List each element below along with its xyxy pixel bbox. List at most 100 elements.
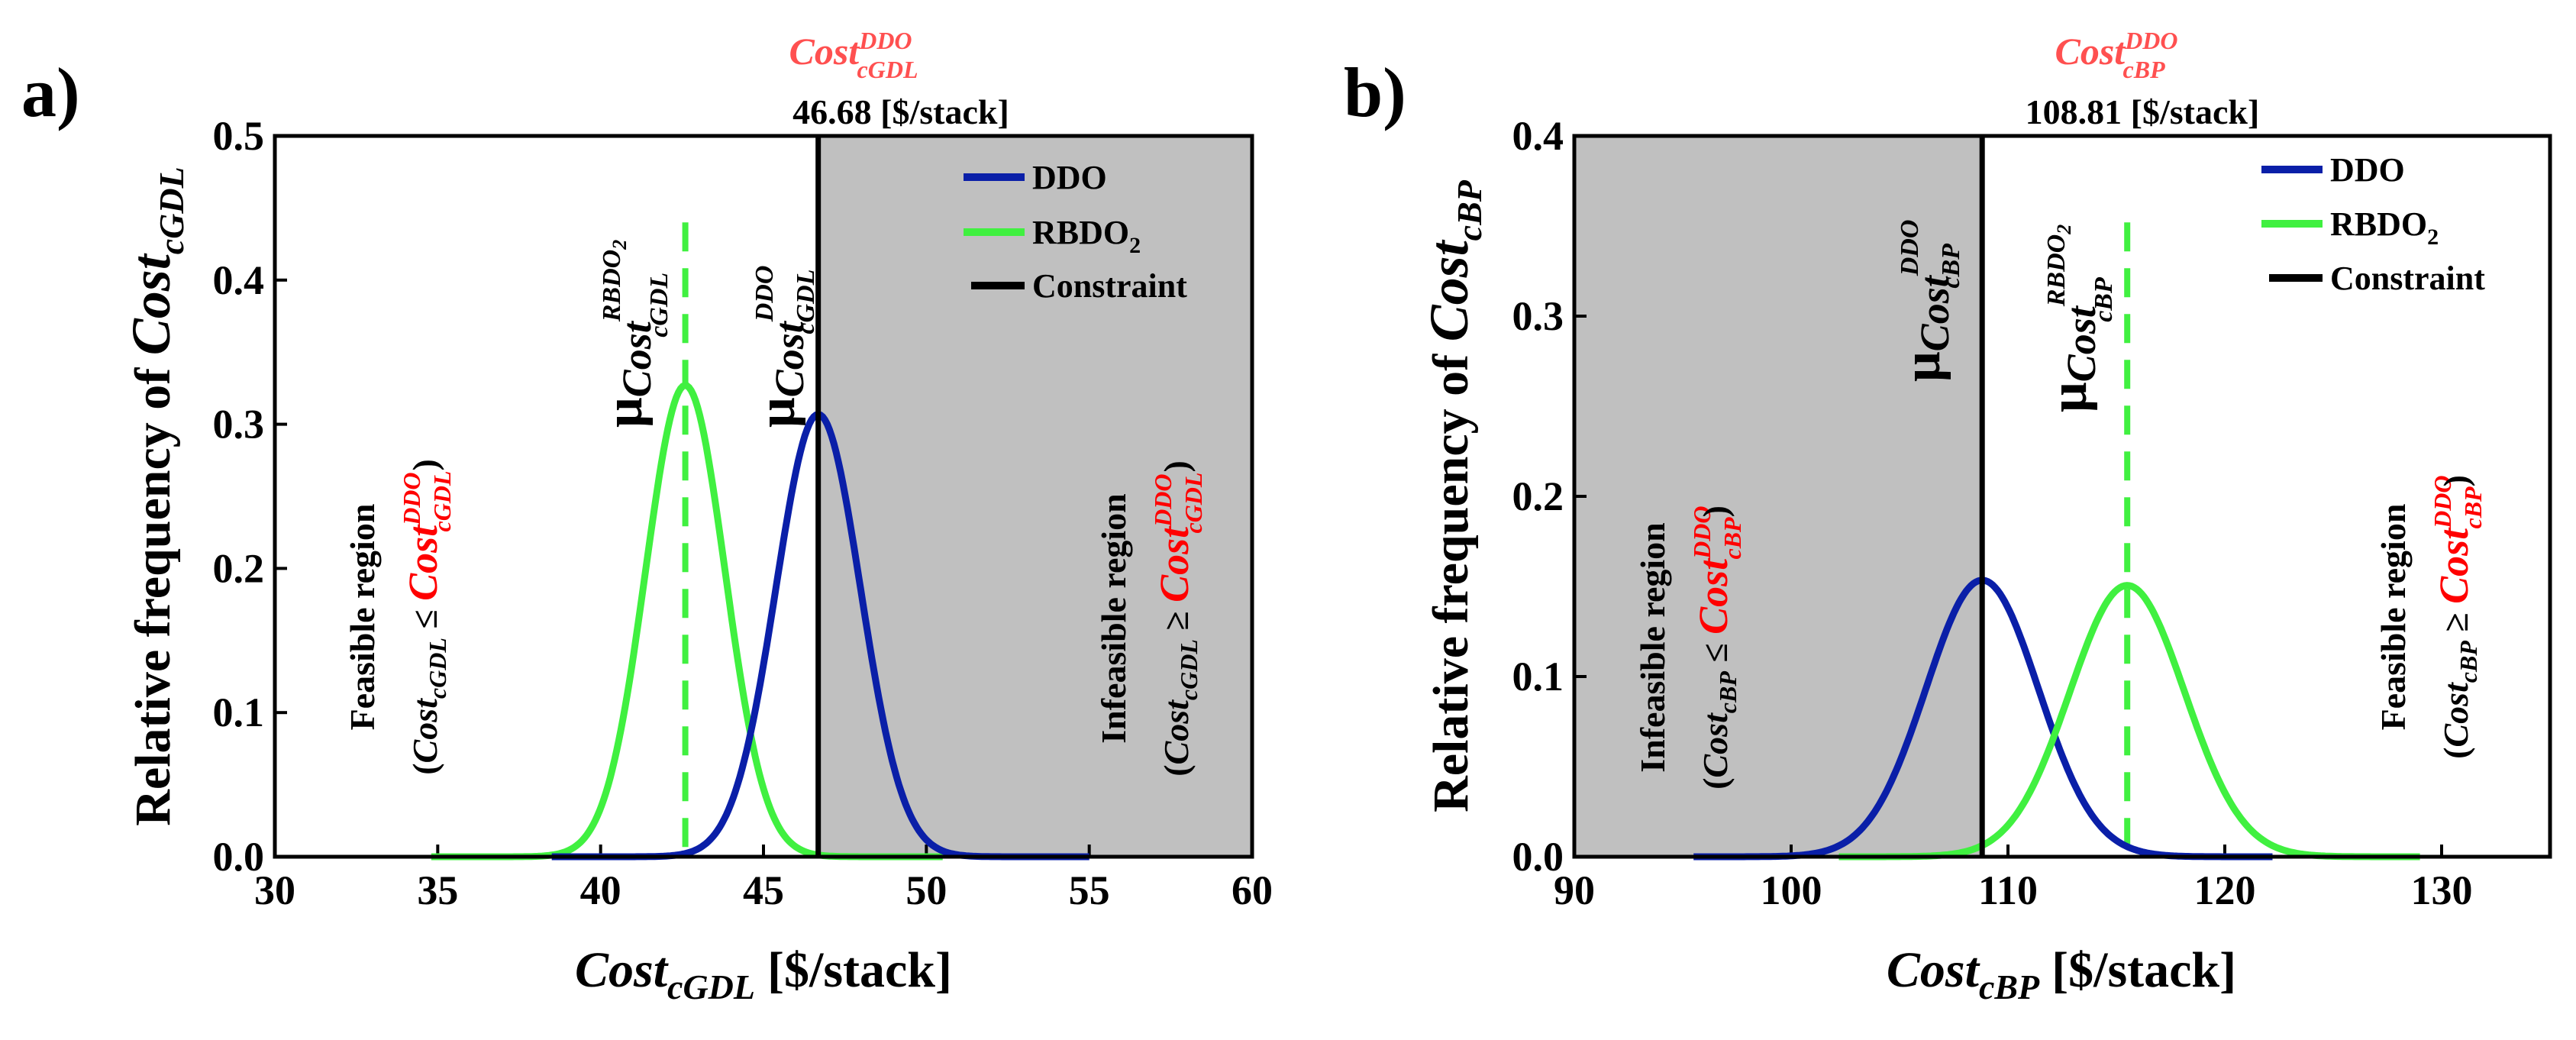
mu-sup2: 2 <box>2053 224 2075 235</box>
legend-label-constraint: Constraint <box>1032 267 1187 305</box>
constraint-title-sup: DDO <box>2124 27 2177 54</box>
mu-sup: DDO <box>751 266 779 323</box>
cost: Cost <box>1157 699 1196 765</box>
mu-sub: cGDL <box>792 270 820 334</box>
operator: ≤ <box>405 601 444 638</box>
y-tick-label: 0.1 <box>1512 654 1564 699</box>
mu-rbdo-annotation: μCostRBDO2 cGDL <box>595 240 673 428</box>
right-region-line1: Infeasible region <box>1094 493 1133 744</box>
paren-close: ) <box>405 459 444 470</box>
y-tick-label: 0.0 <box>213 834 265 880</box>
y-tick-label: 0.2 <box>1512 473 1564 519</box>
y-tick-label: 0.1 <box>213 690 265 735</box>
legend-label-rbdo: RBDO2 <box>2330 205 2439 250</box>
left-region-line1: Infeasible region <box>1633 522 1672 773</box>
constraint-title-sup: DDO <box>858 27 912 54</box>
mu-sub: cGDL <box>645 273 673 338</box>
left-region-line2: (CostcGDL ≤ CostDDO cGDL) <box>398 459 456 775</box>
mu-cost: Cost <box>767 320 812 397</box>
x-tick-label: 100 <box>1761 867 1822 913</box>
right-region-line2: (CostcBP ≥ CostDDO cBP) <box>2429 475 2487 759</box>
right-region-line2: (CostcGDL ≥ CostDDO cGDL) <box>1149 460 1207 777</box>
red-sup: DDO <box>1688 506 1716 560</box>
mu-sup: RBDO <box>598 250 626 322</box>
x-tick-label: 130 <box>2411 867 2473 913</box>
y-tick-label: 0.2 <box>213 545 265 591</box>
legend-label-constraint: Constraint <box>2330 260 2485 297</box>
infeasible-shaded-region <box>818 136 1252 857</box>
red-cost: Cost <box>1690 557 1736 635</box>
y-axis-label-sub: cBP <box>1450 179 1489 241</box>
legend-label-rbdo: RBDO2 <box>1032 214 1141 258</box>
operator: ≤ <box>1696 635 1735 671</box>
y-tick-label: 0.3 <box>213 402 265 447</box>
paren-open: ( <box>1696 778 1735 790</box>
legend-rbdo-sub: 2 <box>1129 233 1141 258</box>
cost-sub: cGDL <box>1175 639 1202 700</box>
red-sup: DDO <box>398 473 425 526</box>
mu-sup2: 2 <box>608 240 631 250</box>
legend: DDO RBDO2 Constraint <box>964 159 1187 305</box>
operator: ≥ <box>1157 602 1196 639</box>
constraint-title-cost: Cost <box>789 30 861 73</box>
mu-ddo-annotation: μCostDDO cBP <box>1893 220 1965 382</box>
mu-cost: Cost <box>2058 305 2104 382</box>
infeasible-shaded-region <box>1574 136 1983 857</box>
x-tick-label: 55 <box>1069 867 1110 913</box>
red-cost: Cost <box>1151 525 1197 602</box>
paren-open: ( <box>2436 748 2475 759</box>
x-axis-label-sub: cBP <box>1979 967 2040 1006</box>
red-sup: DDO <box>1149 474 1177 528</box>
y-tick-label: 0.4 <box>1512 113 1564 159</box>
paren-close: ) <box>1157 460 1196 472</box>
mu-symbol: μ <box>595 397 654 428</box>
y-tick-label: 0.3 <box>1512 293 1564 339</box>
legend: DDO RBDO2 Constraint <box>2261 151 2485 297</box>
x-tick-label: 120 <box>2194 867 2256 913</box>
axis-tick-labels: 30 35 40 45 50 55 60 0.0 0.1 0.2 0.3 0.4 0.5 <box>213 113 1273 913</box>
legend-rbdo-sub: 2 <box>2427 224 2439 250</box>
cost-sub: cBP <box>2455 641 2482 683</box>
red-sub: cBP <box>1719 517 1746 560</box>
constraint-value-label: 46.68 [$/stack] <box>792 92 1009 131</box>
left-region-line2: (CostcBP ≤ CostDDO cBP) <box>1688 505 1746 790</box>
y-axis-label-sub: cGDL <box>152 166 191 254</box>
axis-tick-labels: 90 100 110 120 130 0.0 0.1 0.2 0.3 0.4 <box>1512 113 2473 913</box>
legend-label-ddo: DDO <box>1032 159 1107 196</box>
right-region-line1: Feasible region <box>2374 504 2413 731</box>
x-axis-label: CostcGDL [$/stack] <box>575 942 952 1006</box>
red-cost: Cost <box>2431 527 2477 604</box>
chart-panel-b: 90 100 110 120 130 0.0 0.1 0.2 0.3 0.4 b) Relativ… <box>1344 27 2552 1006</box>
x-tick-label: 30 <box>254 867 295 913</box>
mu-symbol: μ <box>747 397 806 428</box>
x-axis-label-cost: Cost <box>1887 942 1980 998</box>
mu-rbdo-annotation: μCostRBDO2 cBP <box>2039 224 2118 412</box>
y-axis-label-text: Relative frequency of <box>125 355 181 825</box>
paren-open: ( <box>1157 764 1196 776</box>
mu-sub: cBP <box>1937 244 1965 289</box>
paren-open: ( <box>405 763 444 774</box>
red-cost: Cost <box>400 524 446 601</box>
mu-sup: DDO <box>1896 220 1924 277</box>
mu-ddo-annotation: μCostDDO cGDL <box>747 266 820 428</box>
paren-close: ) <box>2436 475 2475 486</box>
y-axis-label: Relative frequency of CostcGDL <box>121 166 191 825</box>
y-tick-label: 0.0 <box>1512 834 1564 880</box>
x-axis-label-sub: cGDL <box>667 967 755 1006</box>
x-tick-label: 90 <box>1554 867 1595 913</box>
x-tick-label: 35 <box>417 867 458 913</box>
panel-label: b) <box>1344 53 1406 131</box>
mu-sup: RBDO <box>2042 234 2071 307</box>
y-tick-label: 0.5 <box>213 113 265 159</box>
cost-sub: cBP <box>1714 671 1742 714</box>
mu-sub: cBP <box>2090 277 2118 322</box>
panel-label: a) <box>21 53 80 131</box>
x-axis-label-cost: Cost <box>575 942 669 998</box>
x-tick-label: 50 <box>905 867 947 913</box>
operator: ≥ <box>2436 604 2475 641</box>
paren-close: ) <box>1696 505 1735 517</box>
x-axis-label-unit: [$/stack] <box>2051 942 2236 998</box>
constraint-title: CostDDO cGDL <box>789 27 918 83</box>
cost: Cost <box>2436 682 2475 748</box>
